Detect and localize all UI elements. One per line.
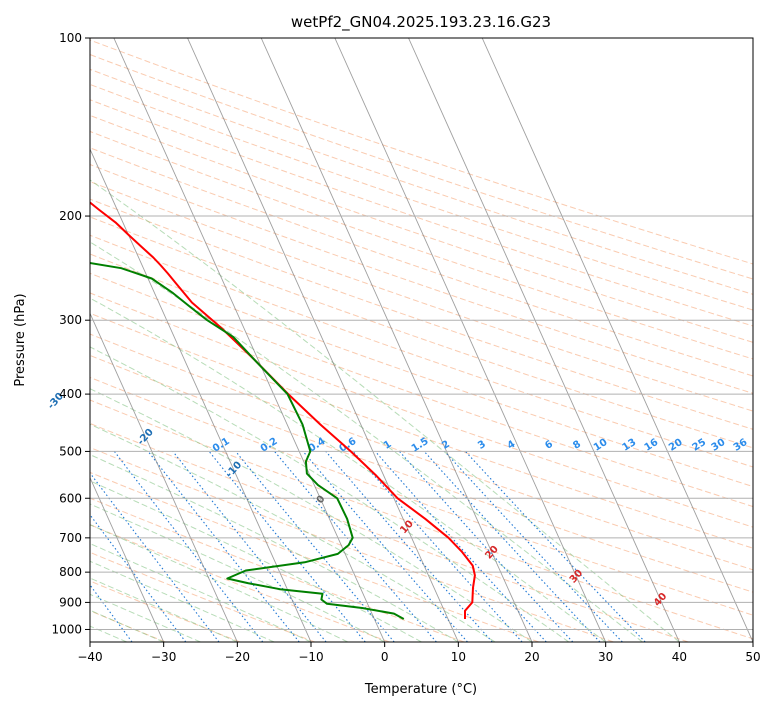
y-tick-label: 100 <box>59 31 82 45</box>
skewed-isotherm <box>113 38 386 642</box>
y-axis-label: Pressure (hPa) <box>13 293 28 386</box>
skewed-isotherm <box>260 38 533 642</box>
mixing-ratio-line <box>172 451 327 642</box>
dry-adiabat <box>90 333 753 571</box>
skewed-isotherm <box>90 312 238 642</box>
dry-adiabat <box>90 216 753 449</box>
dry-adiabat <box>90 580 241 642</box>
x-tick-label: 40 <box>672 650 687 664</box>
dry-adiabat <box>90 198 753 430</box>
mixing-ratio-line <box>90 513 187 642</box>
x-tick-label: 0 <box>381 650 389 664</box>
chart-title: wetPf2_GN04.2025.193.23.16.G23 <box>291 13 551 32</box>
y-tick-label: 900 <box>59 595 82 609</box>
moist-adiabat <box>90 241 643 642</box>
moist-adiabat <box>90 503 385 642</box>
mixing-ratio-line <box>444 451 623 642</box>
x-tick-label: −20 <box>225 650 250 664</box>
mixing-ratio-label: 6 <box>543 439 555 452</box>
mixing-ratio-label: 1 <box>382 439 394 452</box>
dry-adiabat <box>90 422 689 642</box>
dry-adiabat <box>90 312 753 549</box>
y-tick-label: 700 <box>59 531 82 545</box>
y-tick-label: 400 <box>59 387 82 401</box>
dry-adiabat <box>90 253 753 488</box>
dewpoint-profile <box>90 262 405 620</box>
moist-adiabat <box>90 480 422 642</box>
skewed-isotherm <box>408 38 680 642</box>
x-axis: −40 −30 −20 −10 0 10 20 30 40 50 <box>77 642 761 664</box>
y-tick-label: 1000 <box>51 622 82 636</box>
y-tick-label: 600 <box>59 491 82 505</box>
temperature-profile <box>90 201 476 619</box>
mixing-ratio-line <box>423 451 601 642</box>
dry-adiabat <box>90 163 753 394</box>
x-tick-label: 50 <box>745 650 760 664</box>
x-tick-label: 10 <box>451 650 466 664</box>
y-tick-label: 800 <box>59 565 82 579</box>
dry-adiabat <box>90 68 753 295</box>
mixing-ratio-line <box>352 451 523 642</box>
dry-adiabat <box>90 524 390 642</box>
x-tick-label: −40 <box>77 650 102 664</box>
dry-adiabat <box>90 376 753 616</box>
moist-adiabat <box>90 297 606 642</box>
dry-adiabat <box>90 114 753 343</box>
x-axis-label: Temperature (°C) <box>364 682 477 697</box>
dry-adiabat <box>90 272 753 508</box>
skewed-isotherm <box>481 38 753 642</box>
y-tick-label: 500 <box>59 444 82 458</box>
x-tick-label: 20 <box>524 650 539 664</box>
background-lines <box>90 38 753 642</box>
mixing-ratio-line <box>374 451 547 642</box>
dry-adiabat <box>90 446 614 642</box>
profiles <box>90 201 476 620</box>
plot-frame <box>89 37 754 643</box>
moist-adiabat <box>90 560 275 642</box>
mixing-ratio-line <box>90 584 133 642</box>
mixing-ratio-line <box>235 451 395 642</box>
mixing-ratio-line <box>399 451 574 642</box>
dry-adiabat <box>90 497 465 642</box>
moist-adiabat <box>90 454 459 642</box>
y-axis: 100 200 300 400 500 600 700 800 900 1000 <box>51 31 90 636</box>
mixing-ratio-label: 2 <box>440 439 452 452</box>
x-tick-label: −10 <box>298 650 323 664</box>
mixing-ratio-label: 8 <box>571 439 583 452</box>
mixing-ratio-label: 4 <box>506 439 518 452</box>
skewed-isotherm <box>187 38 459 642</box>
y-tick-label: 300 <box>59 313 82 327</box>
grid-lines <box>90 38 753 630</box>
moist-adiabat <box>90 179 680 642</box>
skewed-isotherm <box>334 38 607 642</box>
dry-adiabat <box>90 130 753 360</box>
moist-adiabat <box>90 346 570 642</box>
dry-adiabat <box>90 83 753 311</box>
y-tick-label: 200 <box>59 209 82 223</box>
mixing-ratio-line <box>208 451 366 642</box>
skewed-isotherm <box>90 476 165 642</box>
mixing-ratio-label: 3 <box>476 439 488 452</box>
x-tick-label: −30 <box>151 650 176 664</box>
x-tick-label: 30 <box>598 650 613 664</box>
moist-adiabat <box>90 388 533 642</box>
skewed-isotherm <box>90 148 312 642</box>
mixing-ratio-line <box>147 451 300 642</box>
